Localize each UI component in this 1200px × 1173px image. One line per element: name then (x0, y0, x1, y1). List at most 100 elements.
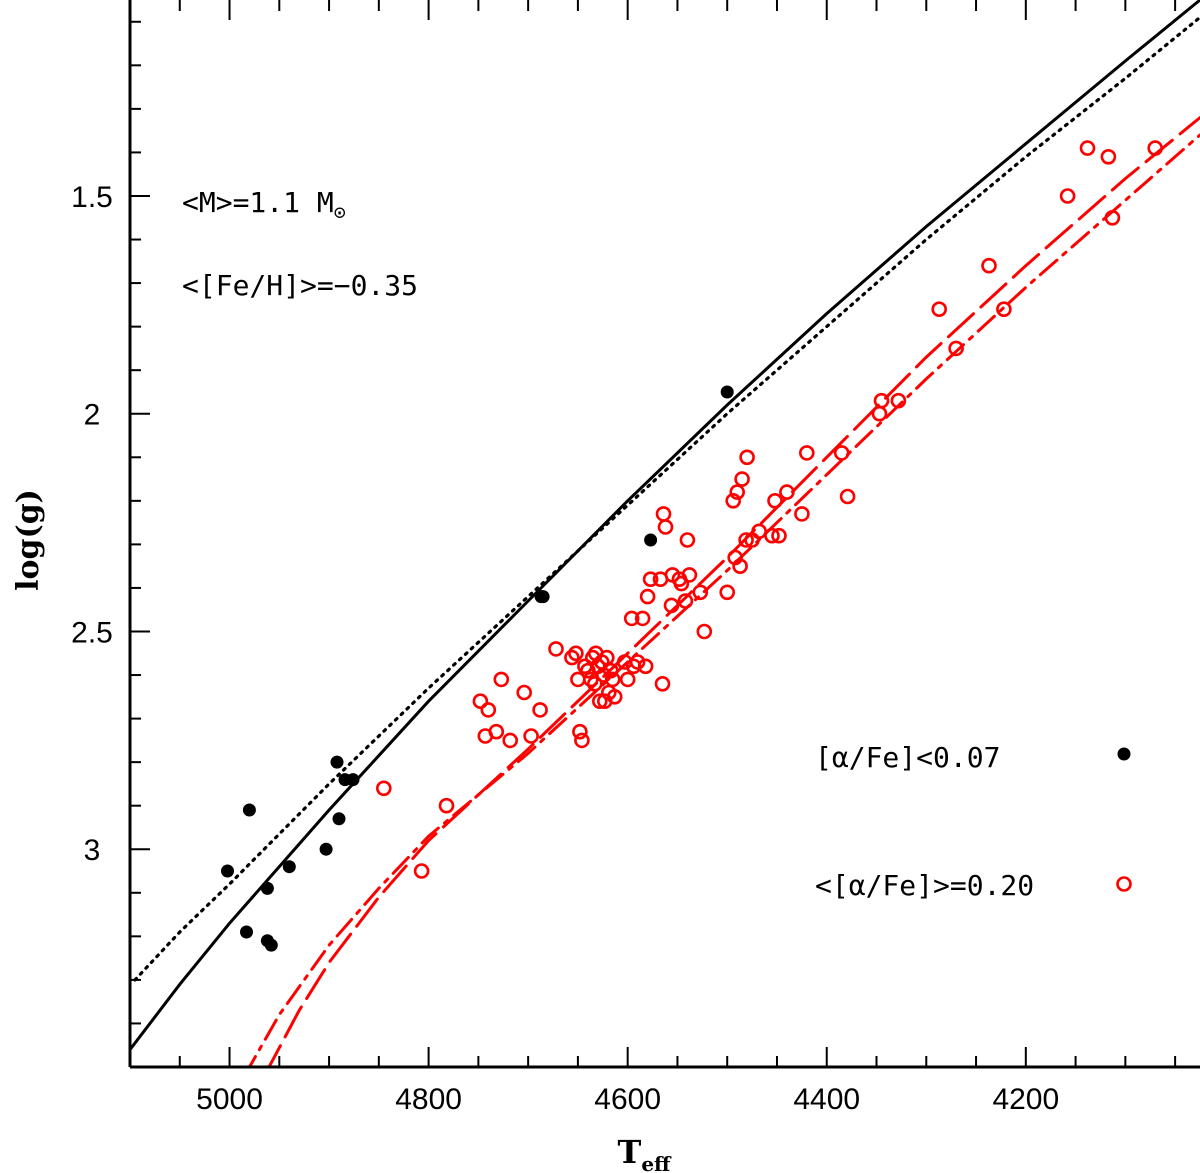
point-high-alpha (657, 519, 674, 535)
x-axis-label: Teff (618, 1133, 673, 1173)
point-high-alpha (629, 654, 646, 670)
point-high-alpha (639, 588, 656, 605)
point-low-alpha (346, 773, 360, 787)
point-high-alpha (1100, 149, 1117, 165)
point-high-alpha (654, 675, 671, 692)
point-high-alpha (739, 449, 755, 466)
point-high-alpha (642, 571, 659, 588)
point-high-alpha (738, 532, 754, 548)
point-high-alpha (602, 662, 619, 679)
point-high-alpha (591, 693, 608, 710)
point-high-alpha (655, 506, 672, 522)
x-tick-label: 4600 (594, 1083, 661, 1116)
point-high-alpha (931, 301, 948, 318)
y-tick-label: 2.5 (71, 616, 113, 649)
point-high-alpha (634, 610, 651, 627)
point-high-alpha (764, 527, 780, 544)
point-high-alpha (779, 484, 795, 500)
point-low-alpha (264, 938, 278, 952)
legend-label-high-alpha: <[α/Fe]>=0.20 (815, 869, 1034, 902)
legend-label-low-alpha: [α/Fe]<0.07 (815, 741, 1000, 774)
point-high-alpha (623, 610, 640, 627)
point-high-alpha (948, 340, 964, 357)
point-high-alpha (890, 392, 907, 409)
point-high-alpha (725, 492, 742, 509)
point-high-alpha (771, 527, 787, 544)
y-tick-label: 2 (84, 399, 101, 432)
point-high-alpha (729, 484, 746, 500)
point-low-alpha (282, 860, 296, 874)
x-tick-label: 5000 (196, 1083, 263, 1116)
x-axis-label-sub: eff (641, 1152, 672, 1173)
y-tick-label: 3 (84, 834, 101, 867)
y-axis-label: log(g) (11, 489, 46, 591)
point-high-alpha (696, 623, 713, 640)
point-high-alpha (681, 567, 698, 583)
point-high-alpha (833, 445, 850, 461)
line-dashed-isochrone (267, 116, 1200, 1067)
point-high-alpha (564, 649, 580, 666)
point-low-alpha (536, 590, 550, 604)
point-low-alpha (319, 842, 333, 856)
point-high-alpha (732, 558, 748, 575)
point-high-alpha (516, 684, 533, 701)
point-low-alpha (240, 925, 253, 939)
point-high-alpha (873, 392, 890, 409)
point-high-alpha (1147, 140, 1163, 156)
point-high-alpha (719, 584, 736, 601)
isochrone-lines (130, 0, 1200, 1067)
point-high-alpha (606, 688, 623, 705)
x-tick-label: 4200 (992, 1083, 1059, 1116)
point-low-alpha (221, 864, 234, 878)
point-high-alpha (734, 471, 750, 487)
x-axis-label-main: T (618, 1133, 642, 1171)
point-high-alpha (548, 641, 564, 657)
point-high-alpha (839, 488, 856, 505)
point-high-alpha (375, 780, 392, 797)
point-high-alpha (663, 597, 680, 614)
point-high-alpha (692, 584, 709, 601)
point-high-alpha (871, 405, 888, 422)
legend-marker-filled (1117, 747, 1131, 761)
point-high-alpha (413, 863, 430, 879)
point-high-alpha (604, 671, 621, 688)
point-high-alpha (488, 723, 505, 740)
point-high-alpha (523, 728, 539, 744)
x-tick-label: 4400 (793, 1083, 860, 1116)
point-high-alpha (568, 645, 584, 662)
line-dotted-isochrone (133, 15, 1200, 982)
point-high-alpha (981, 257, 997, 274)
sun-symbol: ⊙ (334, 200, 346, 224)
point-high-alpha (532, 702, 548, 718)
legend-marker-open (1116, 876, 1132, 892)
point-high-alpha (493, 671, 510, 688)
annotation-feh: <[Fe/H]>=−0.35 (182, 269, 418, 302)
point-high-alpha (1104, 210, 1121, 226)
point-high-alpha (798, 445, 815, 461)
tick-labels: 5000 4800 4600 4400 4200 1.5 2 2.5 3 (71, 181, 1059, 1116)
axes (128, 0, 1200, 1069)
y-tick-label: 1.5 (71, 181, 113, 214)
point-high-alpha (794, 506, 810, 522)
point-low-alpha (260, 881, 274, 895)
point-low-alpha (720, 385, 734, 399)
line-solid-isochrone (130, 0, 1200, 1052)
point-high-alpha (637, 658, 654, 675)
point-high-alpha (1079, 140, 1096, 156)
x-tick-label: 4800 (395, 1083, 462, 1116)
point-high-alpha (586, 675, 603, 692)
point-high-alpha (572, 723, 588, 740)
point-high-alpha (673, 575, 690, 592)
data-points (221, 140, 1163, 952)
point-high-alpha (767, 492, 783, 509)
point-high-alpha (679, 532, 696, 548)
annotation-mass-text: <M>=1.1 M (182, 186, 334, 219)
point-high-alpha (438, 797, 455, 814)
point-high-alpha (574, 732, 590, 749)
point-high-alpha (677, 593, 694, 609)
point-high-alpha (1059, 188, 1076, 204)
annotation-mass: <M>=1.1 M⊙ (182, 186, 346, 224)
point-high-alpha (502, 732, 519, 749)
point-high-alpha (480, 702, 497, 718)
